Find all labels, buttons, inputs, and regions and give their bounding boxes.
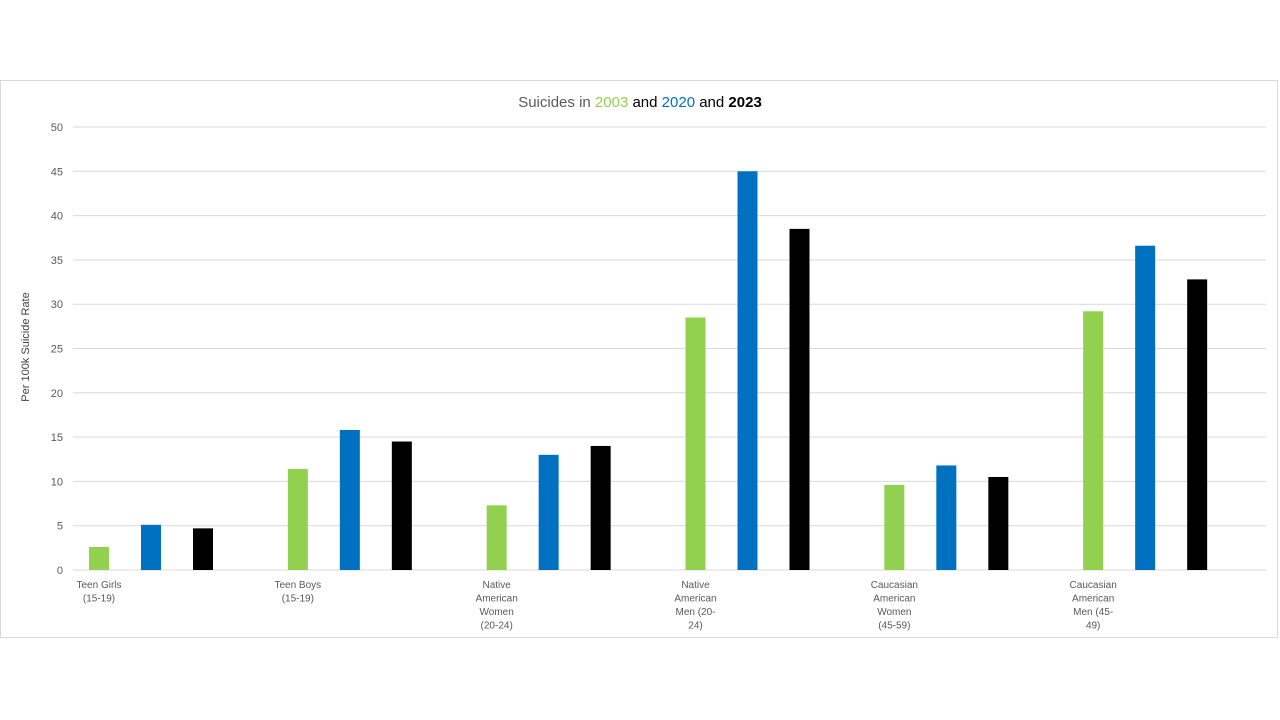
bar: [193, 528, 213, 570]
bar: [1135, 245, 1156, 570]
category-label-line: (45-59): [878, 621, 910, 632]
category-label-line: Native: [681, 580, 710, 591]
category-label-line: American: [476, 594, 518, 605]
y-tick-label: 10: [51, 476, 63, 488]
category-label-line: Teen Boys: [274, 580, 321, 591]
chart-title-part: 2023: [728, 94, 761, 111]
y-tick-label: 15: [51, 432, 63, 444]
bar: [737, 171, 758, 571]
bar: [1083, 311, 1104, 570]
bar-chart: Suicides in 2003 and 2020 and 2023 Per 1…: [20, 94, 1266, 632]
bar: [590, 445, 611, 570]
category-label-line: 49): [1086, 621, 1100, 632]
category-label-line: (20-24): [481, 621, 513, 632]
category-label-line: (15-19): [83, 594, 115, 605]
y-tick-label: 0: [57, 565, 63, 577]
y-axis-ticks: 0 5 10 15 20 25 30 35 40 45 50: [51, 122, 63, 577]
category-label: Teen Boys (15-19): [274, 580, 321, 605]
category-label-line: Women: [877, 607, 911, 618]
chart-title-part: Suicides in: [518, 94, 595, 111]
category-label-line: American: [873, 594, 915, 605]
chart-title-part: 2003: [595, 94, 628, 111]
bar: [988, 476, 1009, 570]
category-label-line: (15-19): [282, 594, 314, 605]
category-label-line: Caucasian: [1070, 580, 1117, 591]
bar: [789, 228, 810, 570]
chart-title-part: and: [695, 94, 728, 111]
bar: [141, 524, 161, 570]
gridlines: [73, 126, 1266, 571]
y-tick-label: 35: [51, 255, 63, 267]
category-label-line: American: [674, 594, 716, 605]
category-label: Native American Women (20-24): [476, 580, 518, 632]
bar: [287, 468, 308, 570]
y-tick-label: 30: [51, 299, 63, 311]
category-label-line: Men (45-: [1073, 607, 1113, 618]
category-label: Caucasian American Men (45- 49): [1070, 580, 1117, 632]
category-label-line: Teen Girls: [76, 580, 121, 591]
y-axis-label: Per 100k Suicide Rate: [20, 292, 32, 401]
bar: [89, 546, 109, 570]
category-label: Caucasian American Women (45-59): [871, 580, 918, 632]
bar: [1187, 279, 1208, 570]
chart-title-part: and: [628, 94, 661, 111]
bar: [538, 454, 559, 570]
bar: [884, 484, 905, 570]
category-label-line: American: [1072, 594, 1114, 605]
bar: [486, 505, 507, 570]
y-tick-label: 20: [51, 388, 63, 400]
bar: [685, 317, 706, 570]
chart-title: Suicides in 2003 and 2020 and 2023: [518, 94, 762, 111]
category-label-line: Caucasian: [871, 580, 918, 591]
category-labels: Teen Girls (15-19) Teen Boys (15-19) Native A…: [76, 580, 1116, 632]
chart-frame: Suicides in 2003 and 2020 and 2023 Per 1…: [0, 80, 1278, 638]
y-tick-label: 5: [57, 521, 63, 533]
bar: [936, 465, 957, 570]
category-label: Teen Girls (15-19): [76, 580, 121, 605]
category-label-line: 24): [688, 621, 702, 632]
bar: [339, 430, 360, 570]
bars: [89, 171, 1208, 571]
category-label-line: Women: [480, 607, 514, 618]
chart-title-part: 2020: [662, 94, 695, 111]
category-label-line: Men (20-: [675, 607, 715, 618]
y-tick-label: 45: [51, 166, 63, 178]
y-tick-label: 25: [51, 344, 63, 356]
category-label: Native American Men (20- 24): [674, 580, 716, 632]
y-tick-label: 40: [51, 211, 63, 223]
y-tick-label: 50: [51, 122, 63, 134]
category-label-line: Native: [482, 580, 511, 591]
bar: [391, 441, 412, 570]
